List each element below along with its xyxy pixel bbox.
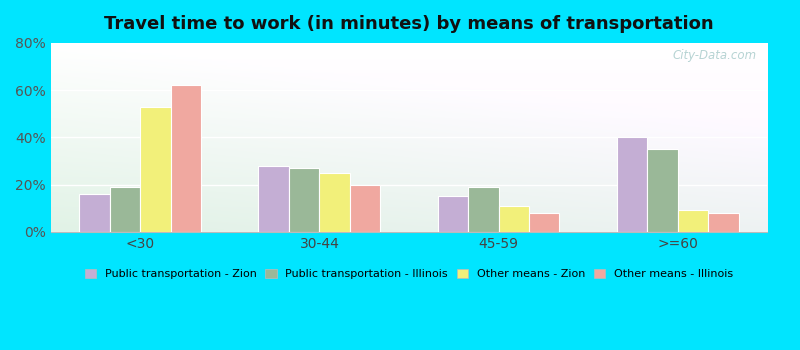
Bar (529, 213, 559, 232)
Bar (438, 196, 468, 232)
Bar (289, 168, 319, 232)
Bar (708, 213, 738, 232)
Bar (647, 149, 678, 232)
Bar (319, 173, 350, 232)
Bar (468, 187, 498, 232)
Title: Travel time to work (in minutes) by means of transportation: Travel time to work (in minutes) by mean… (104, 15, 714, 33)
Bar (617, 137, 647, 232)
Text: City-Data.com: City-Data.com (673, 49, 757, 62)
Bar (498, 206, 529, 232)
Bar (140, 107, 170, 232)
Bar (258, 166, 289, 232)
Legend: Public transportation - Zion, Public transportation - Illinois, Other means - Zi: Public transportation - Zion, Public tra… (82, 266, 737, 283)
Bar (79, 194, 110, 232)
Bar (350, 184, 380, 232)
Bar (110, 187, 140, 232)
Bar (170, 85, 201, 232)
Bar (678, 210, 708, 232)
